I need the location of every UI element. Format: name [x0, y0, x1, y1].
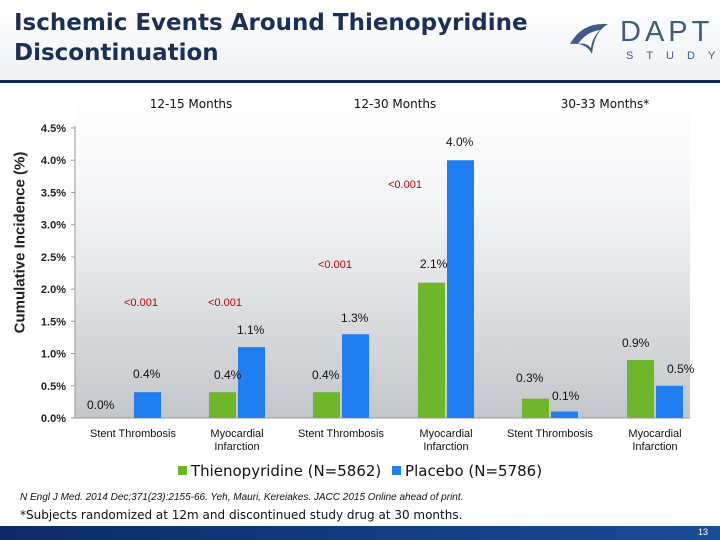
legend-item-thienopyridine: Thienopyridine (N=5862) [177, 462, 382, 480]
value-label-thienopyridine-4: 0.3% [516, 371, 544, 385]
y-tick-label: 3.0% [41, 220, 66, 232]
logo-sub: STUDY [626, 50, 720, 62]
x-category-label: Stent Thrombosis [507, 428, 594, 440]
legend-swatch-thienopyridine [177, 466, 187, 475]
value-label-placebo-4: 0.1% [552, 389, 580, 403]
legend-label-thienopyridine: Thienopyridine (N=5862) [190, 462, 382, 480]
value-label-placebo-1: 1.1% [237, 323, 265, 337]
dapt-logo-icon [570, 23, 608, 54]
x-category-label: Infarction [632, 441, 677, 453]
value-label-thienopyridine-3: 2.1% [420, 257, 448, 271]
value-label-thienopyridine-1: 0.4% [214, 368, 242, 382]
bar-placebo-3 [447, 160, 474, 418]
chart-plot-background [75, 88, 690, 418]
bar-placebo-4 [551, 411, 578, 418]
legend-label-placebo: Placebo (N=5786) [405, 462, 543, 480]
x-category-label: Stent Thrombosis [90, 428, 177, 440]
panel-title-30-33: 30-33 Months* [560, 97, 650, 111]
x-category-label: Myocardial [419, 428, 472, 440]
bar-thienopyridine-1 [209, 392, 236, 418]
value-label-thienopyridine-0: 0.0% [87, 398, 115, 412]
value-label-placebo-2: 1.3% [341, 311, 369, 325]
panel-title-12-30: 12-30 Months [353, 97, 437, 111]
x-category-label: Myocardial [628, 428, 681, 440]
slide-header [0, 0, 720, 82]
p-value-label: <0.001 [318, 259, 352, 271]
panel-title-12-15: 12-15 Months [149, 97, 233, 111]
bar-thienopyridine-4 [522, 398, 549, 418]
value-label-placebo-3: 4.0% [446, 135, 474, 149]
page-number: 13 [697, 527, 708, 537]
y-tick-label: 4.5% [41, 123, 66, 135]
y-tick-label: 0.5% [41, 381, 66, 393]
logo-word: DAPT [620, 16, 714, 48]
bar-placebo-5 [656, 385, 683, 418]
header-divider [0, 80, 720, 83]
legend-swatch-placebo [392, 466, 402, 475]
p-value-label: <0.001 [388, 179, 422, 191]
x-category-label: Infarction [423, 441, 468, 453]
bar-placebo-2 [342, 334, 369, 418]
y-tick-label: 4.0% [41, 155, 66, 167]
dapt-logo: DAPT STUDY [560, 14, 715, 70]
legend-item-placebo: Placebo (N=5786) [392, 462, 542, 480]
p-value-label: <0.001 [124, 297, 158, 309]
value-label-placebo-5: 0.5% [667, 362, 695, 376]
citation: N Engl J Med. 2014 Dec;371(23):2155-66. … [20, 492, 464, 503]
slide-title: Ischemic Events Around Thienopyridine Di… [14, 10, 528, 66]
p-value-label: <0.001 [208, 297, 242, 309]
bar-thienopyridine-2 [313, 392, 340, 418]
x-category-label: Myocardial [210, 428, 263, 440]
value-label-thienopyridine-5: 0.9% [622, 336, 650, 350]
y-tick-label: 2.5% [41, 252, 66, 264]
y-tick-label: 1.5% [41, 316, 66, 328]
value-label-placebo-0: 0.4% [133, 367, 161, 381]
y-tick-label: 2.0% [41, 284, 66, 296]
value-label-thienopyridine-2: 0.4% [312, 368, 340, 382]
footnote: *Subjects randomized at 12m and disconti… [20, 508, 463, 522]
x-category-label: Stent Thrombosis [298, 428, 385, 440]
bar-thienopyridine-5 [627, 360, 654, 418]
x-category-label: Infarction [214, 441, 259, 453]
y-tick-label: 0.0% [41, 413, 66, 425]
y-tick-label: 1.0% [41, 349, 66, 361]
bar-placebo-1 [238, 347, 265, 418]
y-tick-label: 3.5% [41, 187, 66, 199]
chart-legend: Thienopyridine (N=5862) Placebo (N=5786) [0, 462, 720, 480]
bottom-bar: 13 [0, 526, 720, 540]
bar-thienopyridine-3 [418, 282, 445, 418]
bar-placebo-0 [134, 392, 161, 418]
